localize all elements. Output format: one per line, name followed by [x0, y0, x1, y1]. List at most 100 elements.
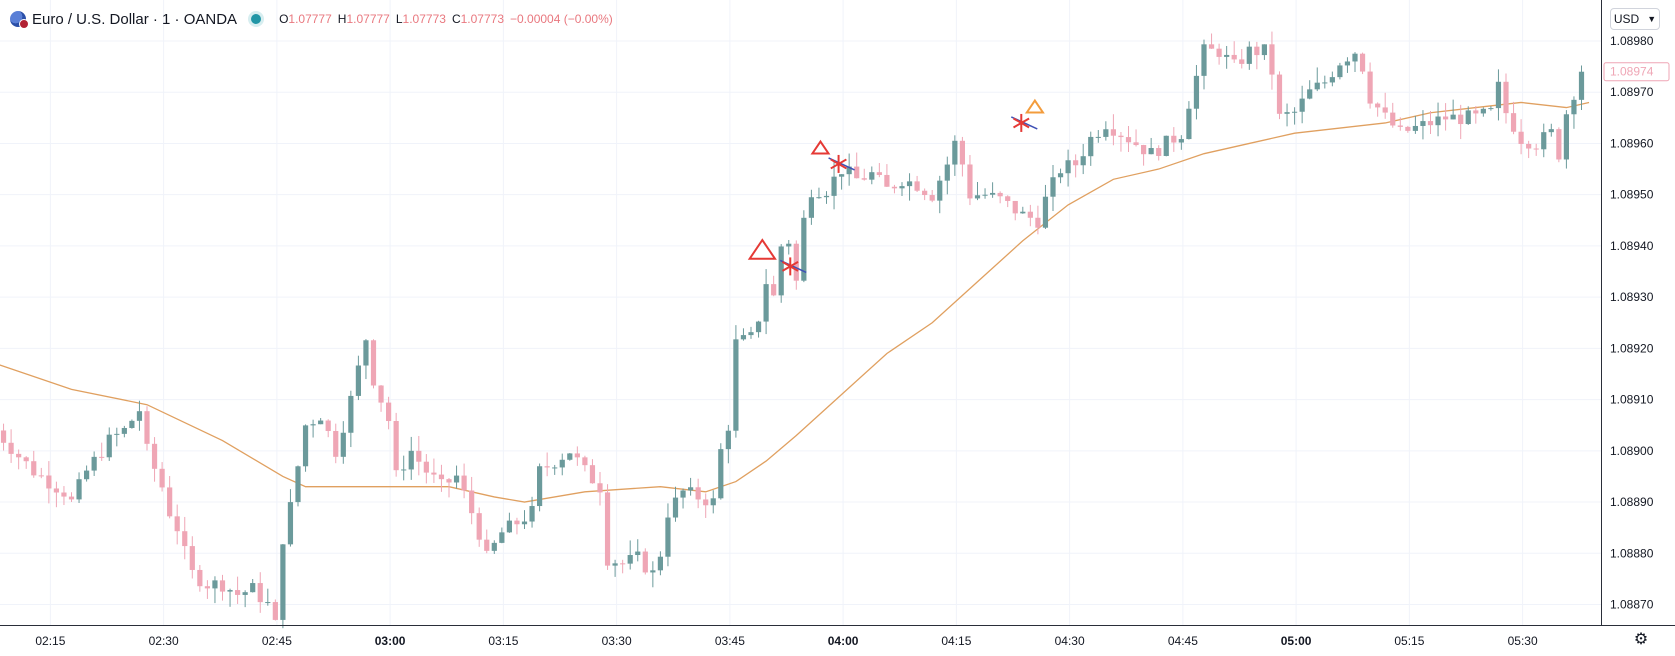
- candle-body: [944, 164, 950, 181]
- candle: [129, 419, 135, 429]
- candle: [265, 588, 271, 606]
- candle-body: [529, 506, 535, 522]
- candle-body: [642, 551, 648, 573]
- candle: [1503, 73, 1509, 124]
- candle-body: [355, 365, 361, 396]
- signal-star-marker: [779, 257, 807, 276]
- candle-body: [1390, 112, 1396, 126]
- candle-body: [982, 194, 988, 196]
- candle: [1359, 52, 1366, 75]
- candle: [627, 540, 633, 570]
- candle-body: [204, 586, 210, 589]
- candle: [816, 187, 822, 199]
- y-tick-label: 1.08890: [1610, 495, 1654, 509]
- candle-body: [423, 461, 429, 473]
- candle-body: [325, 420, 331, 431]
- candle-body: [1050, 177, 1056, 197]
- candle-body: [1284, 112, 1290, 114]
- candle-body: [1450, 114, 1456, 120]
- candle-body: [650, 570, 656, 573]
- candle-body: [597, 483, 603, 493]
- candle-body: [1239, 59, 1245, 64]
- candle-body: [771, 284, 777, 296]
- x-tick-label: 04:00: [828, 634, 859, 648]
- candle-body: [1337, 65, 1343, 78]
- candle-body: [1193, 75, 1200, 109]
- candle: [340, 421, 346, 464]
- candle-body: [1088, 136, 1094, 157]
- candle-body: [1057, 173, 1064, 178]
- candle: [763, 269, 769, 335]
- candle-body: [823, 195, 830, 198]
- x-tick-label: 04:45: [1168, 634, 1198, 648]
- candle: [1088, 131, 1094, 166]
- candle-body: [1420, 121, 1426, 126]
- candle-body: [242, 592, 248, 595]
- candle-body: [884, 174, 890, 187]
- candle: [748, 326, 754, 339]
- signal-star-marker: [1010, 113, 1038, 132]
- candle: [537, 463, 543, 512]
- candle: [1397, 117, 1403, 131]
- currency-flag-icon: [10, 11, 29, 29]
- candle-body: [997, 192, 1003, 197]
- candle: [136, 400, 143, 431]
- candle: [657, 551, 663, 576]
- candle: [703, 493, 709, 518]
- candle-body: [144, 411, 150, 444]
- candle: [1208, 33, 1215, 49]
- candle: [869, 166, 875, 185]
- x-tick-label: 02:30: [149, 634, 179, 648]
- candle-body: [876, 172, 882, 175]
- candle-body: [446, 479, 452, 483]
- candle-body: [227, 590, 233, 592]
- candle-body: [967, 164, 973, 199]
- candle: [974, 181, 981, 201]
- candle: [227, 588, 233, 607]
- candle: [491, 540, 497, 554]
- candle-body: [1020, 211, 1026, 214]
- x-tick-label: 03:15: [488, 634, 518, 648]
- candle: [574, 446, 580, 466]
- candle: [114, 427, 120, 447]
- symbol-title[interactable]: Euro / U.S. Dollar · 1 · OANDA: [32, 10, 238, 28]
- candle-body: [416, 450, 422, 462]
- candle-body: [212, 580, 218, 589]
- candle: [1133, 129, 1139, 147]
- candle-body: [680, 490, 686, 498]
- candle-body: [922, 190, 928, 196]
- candle-body: [839, 174, 845, 177]
- candle: [937, 175, 943, 214]
- candle: [1337, 62, 1343, 80]
- candle: [1276, 71, 1283, 120]
- y-tick-label: 1.08900: [1610, 444, 1654, 458]
- candle-body: [197, 569, 203, 587]
- candle-body: [710, 498, 716, 506]
- candle-body: [386, 402, 392, 422]
- candle: [725, 424, 731, 464]
- candle: [1548, 123, 1554, 137]
- x-tick-label: 04:30: [1055, 634, 1085, 648]
- candle: [46, 461, 52, 504]
- candle: [514, 517, 520, 535]
- y-tick-label: 1.08870: [1610, 598, 1654, 612]
- candle: [121, 425, 127, 438]
- candle-body: [763, 284, 769, 322]
- candle-body: [1276, 74, 1283, 114]
- candle-body: [861, 178, 867, 180]
- currency-select[interactable]: USD ▼: [1610, 8, 1660, 30]
- chart-settings-gear-icon[interactable]: ⚙: [1633, 631, 1649, 648]
- candle-body: [53, 488, 59, 493]
- candle-body: [469, 490, 475, 514]
- candle: [378, 385, 384, 412]
- signal-star-ray: [830, 158, 847, 170]
- candle-body: [725, 430, 731, 450]
- candle-body: [1178, 139, 1184, 143]
- candle: [740, 328, 747, 341]
- candle: [84, 465, 90, 482]
- candle: [386, 396, 392, 430]
- candle-body: [695, 487, 701, 500]
- candle: [310, 419, 316, 438]
- candle-body: [1163, 135, 1169, 156]
